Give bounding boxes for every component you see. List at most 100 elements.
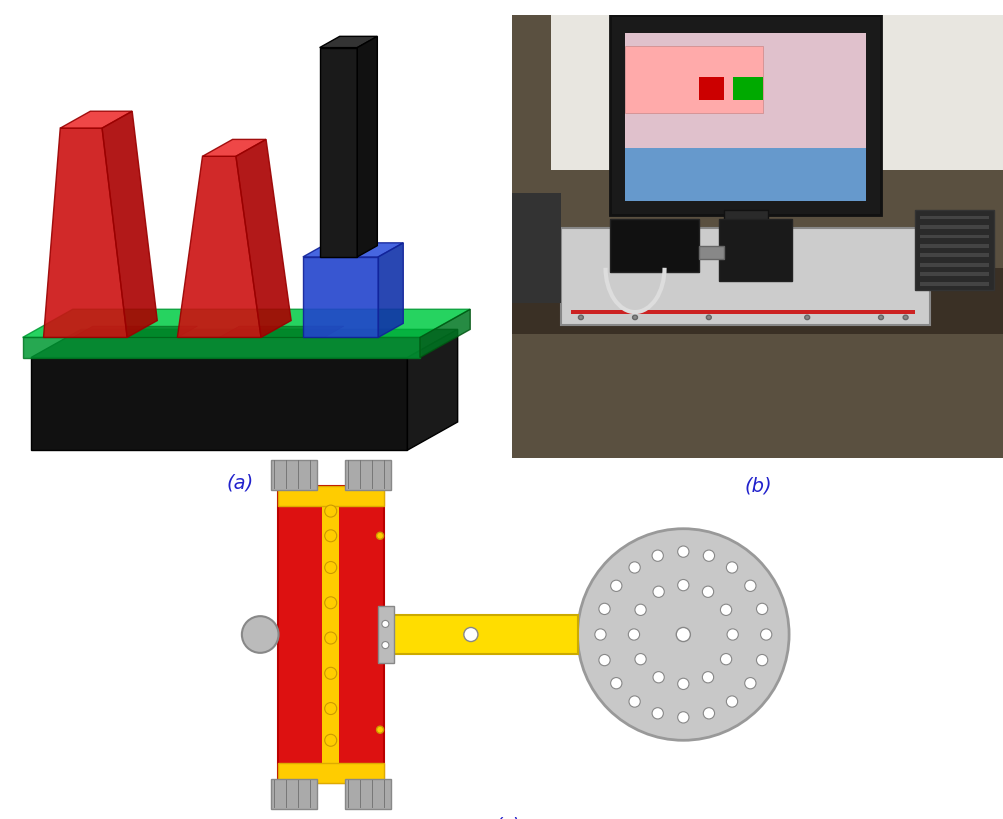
Circle shape: [598, 604, 610, 615]
Circle shape: [324, 530, 336, 542]
Circle shape: [324, 703, 336, 715]
Circle shape: [652, 672, 664, 683]
Bar: [920, 254, 988, 258]
Circle shape: [628, 696, 640, 708]
Polygon shape: [407, 330, 457, 450]
Bar: [378, 607, 394, 663]
Circle shape: [651, 550, 663, 562]
Bar: [915, 211, 993, 291]
Circle shape: [610, 678, 621, 689]
Bar: [733, 79, 762, 101]
Bar: [512, 269, 1003, 335]
Bar: [698, 79, 723, 101]
Circle shape: [381, 642, 388, 649]
Circle shape: [324, 505, 336, 518]
Circle shape: [634, 604, 646, 616]
Circle shape: [755, 654, 767, 666]
Circle shape: [376, 532, 383, 540]
Circle shape: [744, 581, 755, 591]
FancyBboxPatch shape: [271, 779, 316, 809]
Circle shape: [720, 654, 731, 665]
Circle shape: [726, 629, 737, 640]
Polygon shape: [22, 338, 419, 358]
Circle shape: [677, 678, 688, 690]
Polygon shape: [303, 243, 403, 258]
Polygon shape: [73, 327, 198, 338]
Polygon shape: [60, 112, 132, 129]
Circle shape: [381, 621, 388, 627]
Circle shape: [578, 316, 583, 320]
Bar: [322, 486, 339, 783]
Circle shape: [878, 316, 883, 320]
Bar: [278, 763, 383, 783]
Polygon shape: [102, 112, 157, 338]
Polygon shape: [31, 358, 407, 450]
Circle shape: [755, 604, 767, 615]
Circle shape: [804, 316, 808, 320]
Polygon shape: [357, 38, 377, 258]
Bar: [920, 245, 988, 248]
Polygon shape: [303, 258, 378, 338]
Bar: [278, 486, 383, 783]
Polygon shape: [319, 48, 357, 258]
Bar: [551, 16, 1003, 171]
Circle shape: [324, 562, 336, 574]
Bar: [723, 211, 767, 238]
Bar: [920, 226, 988, 229]
Polygon shape: [219, 327, 344, 338]
Circle shape: [632, 316, 637, 320]
Circle shape: [760, 629, 771, 640]
Text: (a): (a): [227, 473, 254, 492]
Circle shape: [652, 586, 664, 598]
Text: (c): (c): [493, 816, 520, 819]
Bar: [920, 274, 988, 277]
Circle shape: [628, 629, 639, 640]
Bar: [920, 283, 988, 286]
Circle shape: [744, 678, 755, 689]
FancyBboxPatch shape: [344, 460, 390, 491]
Polygon shape: [31, 330, 457, 358]
Bar: [561, 229, 930, 326]
Circle shape: [628, 562, 640, 573]
Bar: [920, 264, 988, 267]
Bar: [920, 216, 988, 219]
Circle shape: [676, 627, 690, 642]
Bar: [610, 16, 881, 215]
Circle shape: [725, 562, 737, 573]
Circle shape: [725, 696, 737, 708]
Text: (b): (b): [743, 476, 771, 495]
Circle shape: [702, 672, 713, 683]
Circle shape: [677, 546, 688, 558]
Polygon shape: [236, 140, 291, 338]
Circle shape: [903, 316, 907, 320]
Bar: [718, 219, 791, 282]
Bar: [610, 219, 698, 273]
Polygon shape: [178, 157, 261, 338]
Circle shape: [610, 581, 621, 591]
Circle shape: [594, 629, 606, 640]
Circle shape: [577, 529, 788, 740]
Bar: [698, 247, 723, 260]
Circle shape: [706, 316, 710, 320]
Polygon shape: [419, 310, 469, 358]
Polygon shape: [22, 310, 469, 338]
Bar: [625, 48, 762, 114]
Circle shape: [677, 712, 688, 723]
Circle shape: [702, 550, 714, 562]
Bar: [920, 235, 988, 239]
Polygon shape: [203, 140, 266, 157]
Circle shape: [702, 708, 714, 719]
Circle shape: [324, 632, 336, 645]
Bar: [512, 193, 561, 304]
Circle shape: [598, 654, 610, 666]
Circle shape: [463, 627, 477, 642]
Bar: [278, 486, 383, 506]
FancyBboxPatch shape: [271, 460, 316, 491]
Bar: [625, 34, 866, 149]
Circle shape: [324, 597, 336, 609]
Bar: [383, 615, 577, 654]
Circle shape: [324, 735, 336, 746]
Bar: [625, 34, 866, 202]
FancyBboxPatch shape: [344, 779, 390, 809]
Bar: [571, 310, 915, 314]
